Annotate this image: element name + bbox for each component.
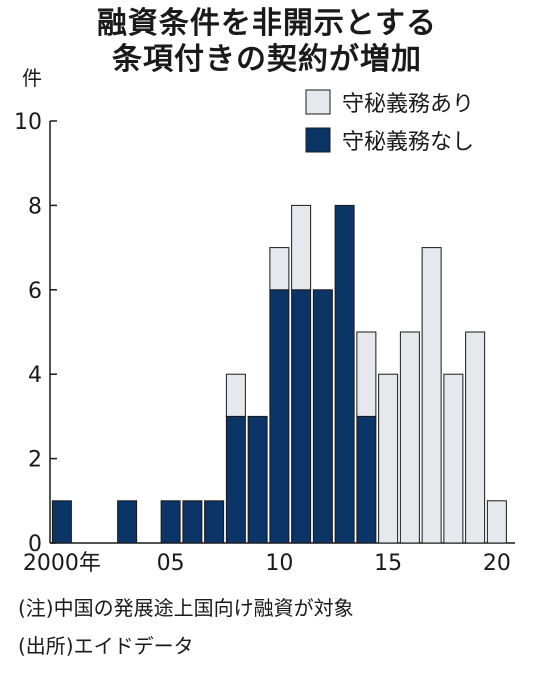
y-tick-label: 4 — [28, 363, 42, 388]
bar-segment-without-confidentiality — [204, 500, 225, 544]
bar-segment-with-confidentiality — [443, 373, 464, 544]
y-tick-label: 2 — [28, 448, 42, 473]
x-tick-label: 2000年 — [23, 551, 101, 576]
bar-segment-with-confidentiality — [291, 204, 312, 291]
chart-source: (出所)エイドデータ — [18, 634, 194, 658]
bar-segment-with-confidentiality — [486, 500, 507, 544]
bar-segment-without-confidentiality — [269, 289, 290, 544]
bar-segment-without-confidentiality — [356, 415, 377, 544]
bar-segment-without-confidentiality — [182, 500, 203, 544]
bar-segment-with-confidentiality — [269, 247, 290, 291]
x-tick-label: 20 — [483, 551, 511, 576]
y-tick-label: 10 — [14, 110, 42, 135]
x-tick-label: 10 — [265, 551, 293, 576]
y-tick-label: 8 — [28, 194, 42, 219]
bar-segment-without-confidentiality — [291, 289, 312, 544]
bar-segment-without-confidentiality — [247, 415, 268, 544]
bar-segment-without-confidentiality — [117, 500, 138, 544]
x-tick-label: 05 — [157, 551, 185, 576]
legend-label: 守秘義務あり — [342, 92, 474, 117]
y-tick-label: 0 — [28, 532, 42, 557]
bar-segment-with-confidentiality — [465, 331, 486, 544]
bar-segment-without-confidentiality — [225, 415, 246, 544]
chart-title-line2: 条項付きの契約が増加 — [112, 42, 422, 77]
chart-note: (注)中国の発展途上国向け融資が対象 — [18, 596, 354, 620]
bar-segment-without-confidentiality — [312, 289, 333, 544]
bar-segment-without-confidentiality — [51, 500, 72, 544]
legend-swatch — [305, 127, 331, 153]
legend-swatch — [305, 89, 331, 115]
bar-segment-without-confidentiality — [334, 204, 355, 544]
chart-title-line1: 融資条件を非開示とする — [96, 6, 438, 41]
y-tick-label: 6 — [28, 279, 42, 304]
bar-segment-with-confidentiality — [356, 331, 377, 417]
bar-segment-without-confidentiality — [160, 500, 181, 544]
bar-segment-with-confidentiality — [421, 247, 442, 544]
x-tick-label: 15 — [374, 551, 402, 576]
bar-segment-with-confidentiality — [399, 331, 420, 544]
y-axis-unit: 件 — [22, 66, 42, 90]
legend-label: 守秘義務なし — [342, 130, 474, 155]
bar-segment-with-confidentiality — [378, 373, 399, 544]
bar-segment-with-confidentiality — [225, 373, 246, 417]
